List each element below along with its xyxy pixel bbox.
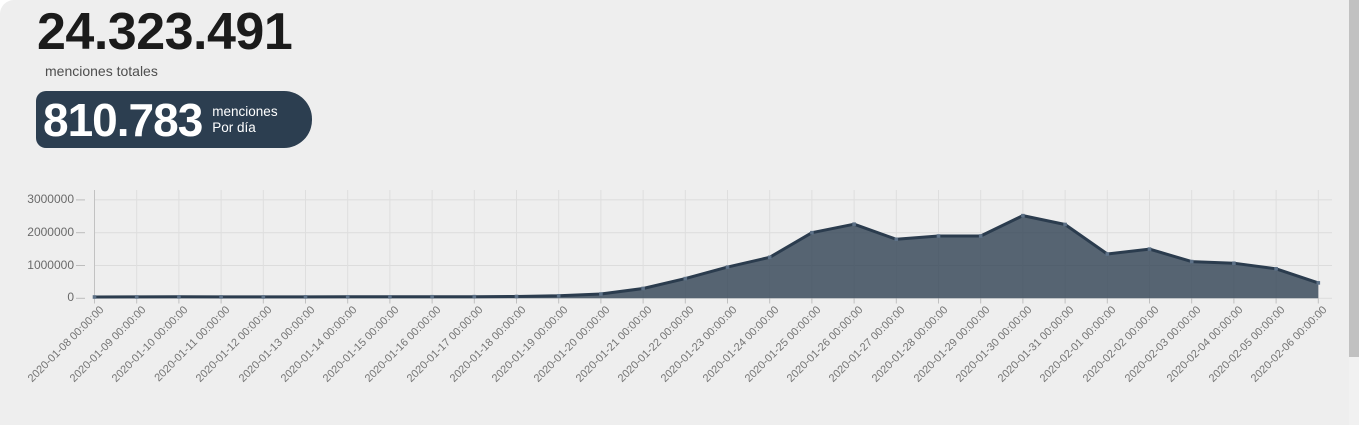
series-line bbox=[93, 214, 1320, 299]
data-point-marker[interactable] bbox=[1274, 266, 1278, 271]
data-point-marker[interactable] bbox=[261, 295, 266, 299]
data-point-marker[interactable] bbox=[177, 295, 181, 299]
total-mentions-value: 24.323.491 bbox=[37, 3, 293, 61]
data-point-marker[interactable] bbox=[683, 276, 688, 281]
y-axis-label: 3000000 bbox=[27, 191, 74, 206]
data-point-marker[interactable] bbox=[599, 292, 603, 296]
data-point-marker[interactable] bbox=[1189, 259, 1194, 264]
per-day-label: menciones Por día bbox=[212, 104, 277, 136]
data-point-marker[interactable] bbox=[1063, 222, 1067, 227]
data-point-marker[interactable] bbox=[1147, 247, 1152, 251]
data-point-marker[interactable] bbox=[852, 222, 856, 226]
y-axis-label: 0 bbox=[67, 290, 74, 305]
scrollbar-track[interactable] bbox=[1349, 0, 1359, 425]
data-point-marker[interactable] bbox=[303, 295, 308, 299]
data-point-marker[interactable] bbox=[556, 294, 561, 298]
data-point-marker[interactable] bbox=[1232, 261, 1236, 266]
series-area-fill bbox=[94, 215, 1319, 299]
data-point-marker[interactable] bbox=[641, 286, 645, 291]
data-point-marker[interactable] bbox=[472, 294, 477, 299]
y-axis-label: 2000000 bbox=[27, 224, 74, 239]
scrollbar-thumb[interactable] bbox=[1349, 0, 1359, 357]
data-point-marker[interactable] bbox=[810, 230, 814, 235]
data-point-marker[interactable] bbox=[894, 237, 899, 242]
data-point-marker[interactable] bbox=[936, 234, 941, 238]
data-point-marker[interactable] bbox=[430, 294, 434, 299]
per-day-value: 810.783 bbox=[43, 93, 203, 146]
per-day-badge: 810.783 menciones Por día bbox=[36, 91, 312, 148]
data-point-marker[interactable] bbox=[134, 295, 139, 299]
data-point-marker[interactable] bbox=[514, 294, 519, 299]
data-point-marker[interactable] bbox=[388, 295, 392, 299]
total-mentions-label: menciones totales bbox=[45, 63, 158, 79]
data-point-marker[interactable] bbox=[345, 294, 350, 299]
data-point-marker[interactable] bbox=[978, 234, 983, 238]
data-point-marker[interactable] bbox=[1021, 213, 1025, 218]
data-point-marker[interactable] bbox=[725, 265, 730, 269]
data-point-marker[interactable] bbox=[1105, 252, 1110, 256]
data-point-marker[interactable] bbox=[1316, 281, 1321, 285]
y-axis-label: 1000000 bbox=[27, 257, 74, 272]
data-point-marker[interactable] bbox=[92, 295, 97, 299]
data-point-marker[interactable] bbox=[219, 295, 223, 299]
data-point-marker[interactable] bbox=[767, 255, 772, 260]
per-day-label-line2: Por día bbox=[212, 119, 256, 135]
per-day-label-line1: menciones bbox=[212, 103, 278, 119]
